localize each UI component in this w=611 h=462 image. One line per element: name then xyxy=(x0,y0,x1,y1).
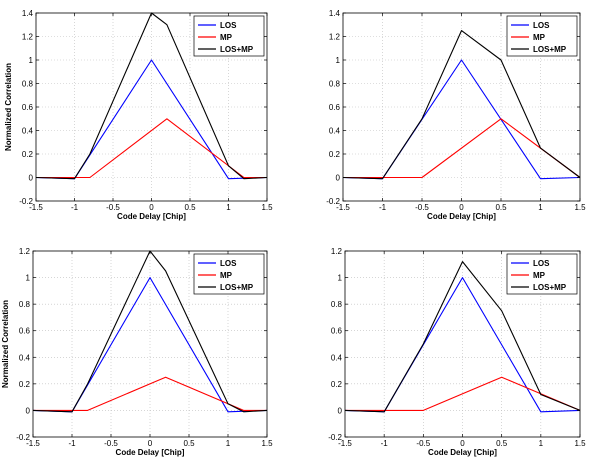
legend-label: LOS xyxy=(220,259,237,268)
x-tick-label: 1.5 xyxy=(574,203,586,212)
x-tick-label: -1 xyxy=(68,439,76,448)
legend: LOS MP LOS+MP xyxy=(193,253,265,295)
y-tick-label: -0.2 xyxy=(19,197,33,206)
legend-label: MP xyxy=(220,271,233,280)
y-tick-label: -0.2 xyxy=(16,433,30,442)
legend-label: LOS+MP xyxy=(220,45,254,54)
x-tick-label: 1 xyxy=(226,439,231,448)
y-tick-label: 1.2 xyxy=(329,33,341,42)
x-tick-label: 0.5 xyxy=(184,203,196,212)
chart-2: -1.5 -1 -0.5 0 0.5 1 1.5 -0.2 0 0.2 0.4 0.6 0.8 1 1.2 1… xyxy=(326,9,586,221)
x-tick-label: 1.5 xyxy=(261,439,273,448)
legend-label: LOS xyxy=(533,21,550,30)
x-tick-label: 1.5 xyxy=(261,203,273,212)
y-tick-label: 0.4 xyxy=(19,353,31,362)
y-tick-label: -0.2 xyxy=(326,197,340,206)
legend-label: MP xyxy=(220,33,233,42)
y-tick-label: 0 xyxy=(29,174,34,183)
y-tick-label: 1.4 xyxy=(329,9,341,18)
x-tick-label: 1.5 xyxy=(574,439,586,448)
y-tick-label: -0.2 xyxy=(328,433,342,442)
x-tick-label: -0.5 xyxy=(416,439,430,448)
y-tick-label: 0 xyxy=(26,406,31,415)
x-axis-label: Code Delay [Chip] xyxy=(427,212,496,221)
x-axis-label: Code Delay [Chip] xyxy=(117,212,186,221)
x-tick-label: -1 xyxy=(381,439,389,448)
x-tick-label: -1.5 xyxy=(336,203,350,212)
x-tick-label: 0 xyxy=(460,439,465,448)
x-tick-label: 1 xyxy=(539,439,544,448)
legend: LOS MP LOS+MP xyxy=(506,15,578,57)
y-tick-label: 1 xyxy=(29,56,34,65)
y-tick-label: 0.8 xyxy=(329,80,341,89)
y-tick-label: 0.4 xyxy=(329,127,341,136)
legend-label: LOS xyxy=(220,21,237,30)
y-tick-label: 0.6 xyxy=(22,103,34,112)
y-tick-label: 0 xyxy=(336,174,341,183)
legend-label: LOS+MP xyxy=(533,45,567,54)
legend-label: MP xyxy=(533,271,546,280)
y-tick-label: 1 xyxy=(26,274,31,283)
x-tick-label: 0.5 xyxy=(496,439,508,448)
y-tick-label: 0.8 xyxy=(22,80,34,89)
y-tick-label: 0 xyxy=(338,406,343,415)
y-tick-label: 0.6 xyxy=(19,327,31,336)
legend-label: LOS+MP xyxy=(533,283,567,292)
legend-label: LOS+MP xyxy=(220,283,254,292)
series-line-los-mp xyxy=(344,261,581,413)
x-tick-label: -1.5 xyxy=(338,439,352,448)
y-tick-label: 0.4 xyxy=(22,127,34,136)
y-tick-label: 1.2 xyxy=(22,33,34,42)
y-tick-label: 1.4 xyxy=(22,9,34,18)
y-tick-label: 1 xyxy=(336,56,341,65)
chart-1: -1.5 -1 -0.5 0 0.5 1 1.5 -0.2 0 0.2 0.4 0.6 0.8 1 1.2 1… xyxy=(4,9,273,221)
x-tick-label: 0.5 xyxy=(183,439,195,448)
series-line-mp xyxy=(36,118,267,179)
legend: LOS MP LOS+MP xyxy=(193,15,265,57)
y-tick-label: 0.2 xyxy=(19,380,31,389)
x-tick-label: -1 xyxy=(71,203,79,212)
series-line-los-mp xyxy=(342,30,581,180)
chart-3: -1.5 -1 -0.5 0 0.5 1 1.5 -0.2 0 0.2 0.4 0.6 0.8 1 1.2 C… xyxy=(1,247,273,457)
y-tick-label: 0.4 xyxy=(331,353,343,362)
series-line-mp xyxy=(33,376,267,411)
x-tick-label: 0 xyxy=(459,203,464,212)
y-tick-label: 0.2 xyxy=(22,150,34,159)
x-axis-label: Code Delay [Chip] xyxy=(428,448,497,457)
x-tick-label: -0.5 xyxy=(106,203,120,212)
y-axis-label: Normalized Correlation xyxy=(4,63,13,151)
x-tick-label: -0.5 xyxy=(415,203,429,212)
y-tick-label: 1.2 xyxy=(331,247,343,256)
x-tick-label: 0 xyxy=(149,203,154,212)
y-tick-label: 0.8 xyxy=(331,300,343,309)
x-tick-label: -1.5 xyxy=(29,203,43,212)
y-tick-label: 1 xyxy=(338,274,343,283)
y-tick-label: 0.2 xyxy=(331,380,343,389)
x-tick-label: -1.5 xyxy=(26,439,40,448)
x-tick-label: 1 xyxy=(538,203,543,212)
series-line-los-mp xyxy=(35,12,268,180)
y-axis-label: Normalized Correlation xyxy=(1,300,10,388)
x-tick-label: -0.5 xyxy=(104,439,118,448)
x-tick-label: 1 xyxy=(226,203,231,212)
chart-4: -1.5 -1 -0.5 0 0.5 1 1.5 -0.2 0 0.2 0.4 0.6 0.8 1 1.2 C… xyxy=(328,247,586,457)
series-line-los-mp xyxy=(32,250,268,413)
y-tick-label: 0.6 xyxy=(331,327,343,336)
y-tick-label: 0.8 xyxy=(19,300,31,309)
x-tick-label: 0.5 xyxy=(495,203,507,212)
x-tick-label: -1 xyxy=(379,203,387,212)
y-tick-label: 0.6 xyxy=(329,103,341,112)
legend-label: MP xyxy=(533,33,546,42)
legend-label: LOS xyxy=(533,259,550,268)
y-tick-label: 1.2 xyxy=(19,247,31,256)
legend: LOS MP LOS+MP xyxy=(506,253,578,295)
x-tick-label: 0 xyxy=(148,439,153,448)
x-axis-label: Code Delay [Chip] xyxy=(116,448,185,457)
y-tick-label: 0.2 xyxy=(329,150,341,159)
